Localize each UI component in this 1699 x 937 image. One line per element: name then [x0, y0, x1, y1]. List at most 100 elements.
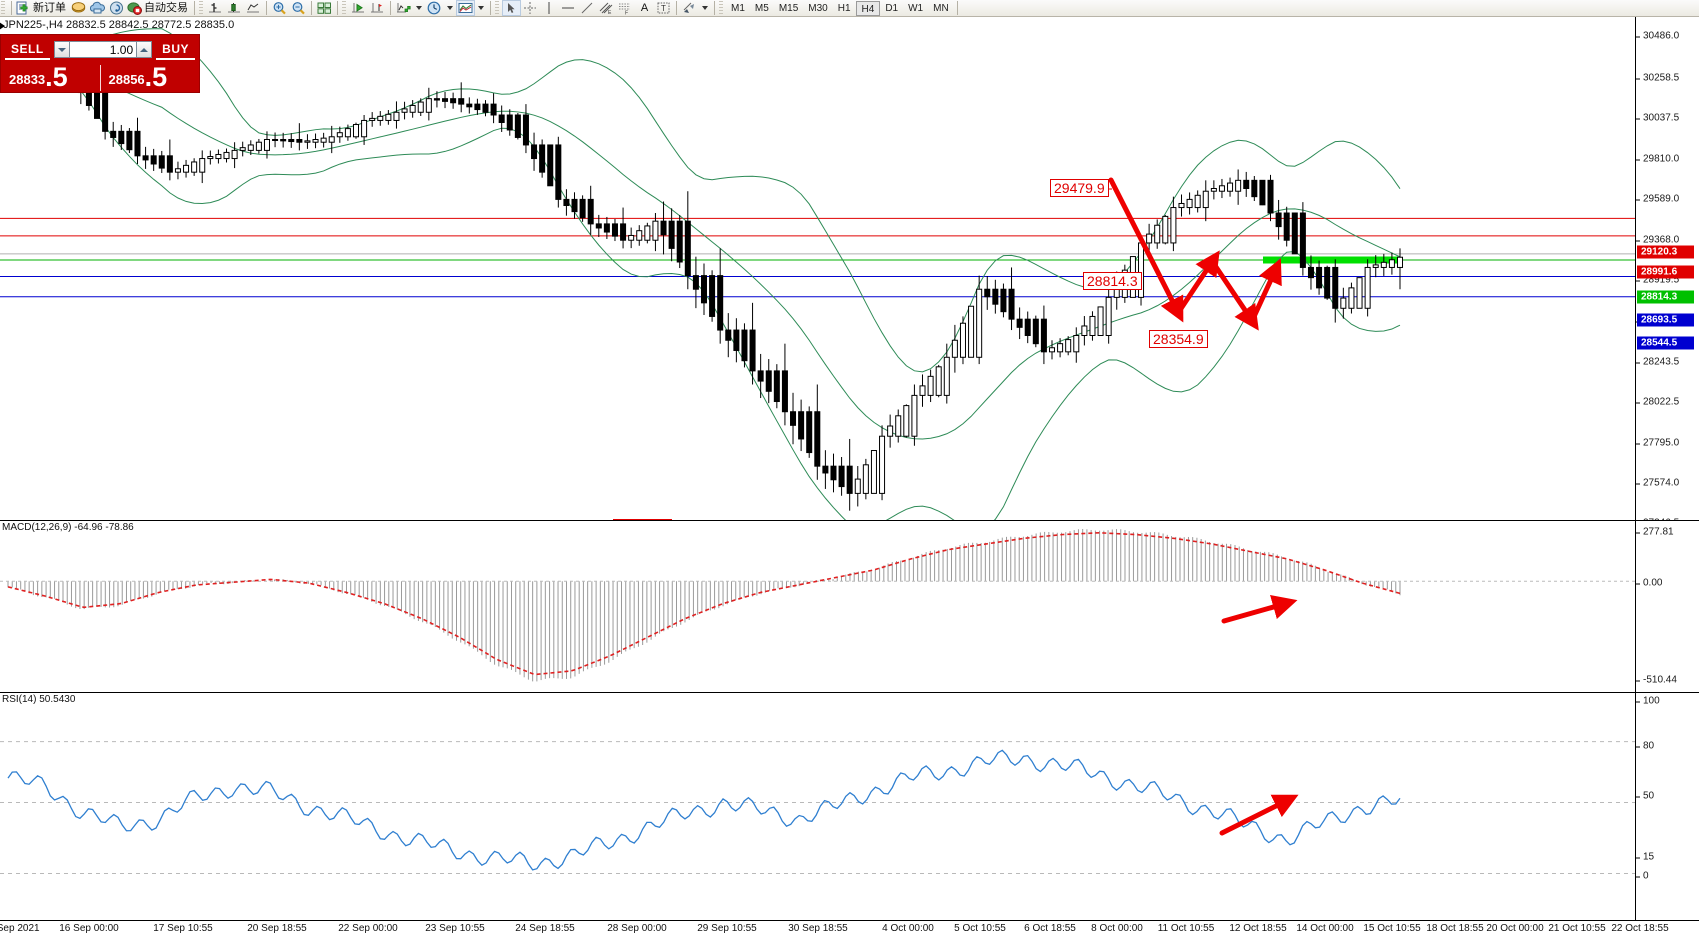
timeframe-h4[interactable]: H4 [855, 0, 881, 16]
periods-icon [427, 1, 442, 15]
chart-shift-arrow-icon [0, 22, 5, 30]
price-tick: 28919.5 [1636, 275, 1679, 286]
horizontal-line-button[interactable] [559, 0, 578, 16]
macd-label: MACD(12,26,9) -64.96 -78.86 [2, 522, 134, 533]
new-order-button[interactable]: 新订单 [15, 0, 69, 16]
macd-subwindow[interactable]: MACD(12,26,9) -64.96 -78.86 277.81 0.00 … [0, 520, 1699, 692]
periods-button[interactable] [425, 0, 444, 16]
network-button[interactable] [107, 0, 126, 16]
bar-chart-button[interactable] [206, 0, 225, 16]
timeframe-mn[interactable]: MN [933, 2, 949, 14]
one-click-trade-panel[interactable]: SELL 1.00 BUY 28833.5 28 [0, 34, 200, 93]
line-chart-button[interactable] [244, 0, 263, 16]
buy-price-integer: 28856 [108, 72, 145, 87]
tile-windows-button[interactable] [315, 0, 334, 16]
price-tick: 30258.5 [1636, 73, 1679, 84]
zoom-in-icon [272, 1, 287, 15]
indicators-button[interactable] [394, 0, 413, 16]
templates-button[interactable] [69, 0, 88, 16]
time-tick: 16 Sep 00:00 [59, 923, 119, 934]
tile-windows-icon [317, 1, 332, 15]
toolbar-grip[interactable] [495, 1, 499, 15]
price-badge-resistance-2[interactable]: 28991.6 [1637, 265, 1694, 279]
equidistant-channel-button[interactable]: E [597, 0, 616, 16]
timeframe-d1[interactable]: D1 [885, 2, 899, 14]
crosshair-button[interactable] [521, 0, 540, 16]
zoom-out-button[interactable] [289, 0, 308, 16]
objects-icon [682, 1, 697, 15]
toolbar-separator [11, 1, 12, 15]
indicators-icon [396, 1, 411, 15]
trendline-button[interactable] [578, 0, 597, 16]
fibonacci-button[interactable]: F [616, 0, 635, 16]
price-tick: 29368.0 [1636, 235, 1679, 246]
annotation-high-29479[interactable]: 29479.9 [1050, 179, 1109, 197]
symbol-ohlc-line: JPN225-,H4 28832.5 28842.5 28772.5 28835… [0, 19, 234, 31]
price-badge-support-1[interactable]: 28693.5 [1637, 313, 1694, 327]
annotation-mid-28814[interactable]: 28814.3 [1083, 272, 1142, 290]
toolbar-grip[interactable] [1, 1, 5, 15]
templates2-dropdown-caret[interactable] [478, 6, 484, 10]
volume-decrease-button[interactable] [53, 41, 70, 58]
time-tick: 6 Oct 18:55 [1024, 923, 1076, 934]
sell-button[interactable]: SELL [5, 40, 50, 60]
time-scale[interactable]: 4 Sep 2021 16 Sep 00:00 17 Sep 10:55 20 Sep… [0, 920, 1699, 937]
time-tick: 23 Sep 10:55 [425, 923, 485, 934]
objects-dropdown-caret[interactable] [702, 6, 708, 10]
cursor-button[interactable] [502, 0, 521, 16]
rsi-label: RSI(14) 50.5430 [2, 694, 76, 705]
price-badge-current[interactable]: 28814.3 [1637, 290, 1694, 304]
price-pane[interactable] [0, 17, 1635, 520]
auto-trading-icon [127, 1, 142, 15]
candlestick-chart-button[interactable] [225, 0, 244, 16]
auto-trading-button[interactable]: 自动交易 [126, 0, 191, 16]
objects-button[interactable] [680, 0, 699, 16]
vertical-line-button[interactable] [540, 0, 559, 16]
macd-scale: 277.81 0.00 -510.44 [1635, 521, 1699, 692]
rsi-plot [0, 741, 1635, 875]
buy-button[interactable]: BUY [156, 40, 195, 60]
chart-area[interactable]: JPN225-,H4 28832.5 28842.5 28772.5 28835… [0, 17, 1699, 937]
timeframe-m30[interactable]: M30 [808, 2, 828, 14]
zoom-out-icon [291, 1, 306, 15]
annotation-low-28354[interactable]: 28354.9 [1149, 330, 1208, 348]
rsi-subwindow[interactable]: RSI(14) 50.5430 100 80 50 15 0 [0, 692, 1699, 920]
timeframe-m1[interactable]: M1 [731, 2, 745, 14]
text-label-button[interactable]: T [654, 0, 673, 16]
templates2-button[interactable] [456, 0, 475, 16]
volume-stepper[interactable]: 1.00 [53, 41, 153, 59]
price-tick: 27574.0 [1636, 478, 1679, 489]
price-badge-support-2[interactable]: 28544.5 [1637, 336, 1694, 350]
timeframe-w1[interactable]: W1 [908, 2, 924, 14]
svg-text:E: E [608, 10, 612, 15]
new-order-label: 新订单 [33, 2, 66, 14]
sell-price: 28833.5 [1, 64, 100, 91]
indicators-dropdown-caret[interactable] [416, 6, 422, 10]
candlestick-chart-icon [227, 1, 242, 15]
periods-dropdown-caret[interactable] [447, 6, 453, 10]
toolbar-grip[interactable] [199, 1, 203, 15]
timeframe-h1[interactable]: H1 [837, 2, 851, 14]
rsi-tick: 0 [1636, 871, 1649, 882]
timeframe-m5[interactable]: M5 [754, 2, 769, 14]
toolbar-grip[interactable] [342, 1, 346, 15]
timeframe-m15[interactable]: M15 [778, 2, 799, 14]
text-button[interactable]: A [635, 0, 654, 16]
volume-increase-button[interactable] [136, 41, 153, 58]
step-tester-button[interactable] [368, 0, 387, 16]
svg-text:T: T [661, 4, 666, 13]
step-tester-icon [370, 1, 385, 15]
volume-input[interactable]: 1.00 [69, 41, 137, 58]
time-tick: 5 Oct 10:55 [954, 923, 1006, 934]
price-badge-resistance-1[interactable]: 29120.3 [1637, 245, 1694, 259]
toolbar-grip[interactable] [719, 1, 723, 15]
toolbar-separator [490, 1, 491, 15]
play-tester-button[interactable] [349, 0, 368, 16]
time-tick: 4 Oct 00:00 [882, 923, 934, 934]
rsi-tick: 50 [1636, 791, 1654, 802]
time-tick: 8 Oct 00:00 [1091, 923, 1143, 934]
data-window-button[interactable] [88, 0, 107, 16]
zoom-in-button[interactable] [270, 0, 289, 16]
one-click-trade-controls: SELL 1.00 BUY [1, 35, 199, 61]
crosshair-icon [523, 1, 538, 15]
